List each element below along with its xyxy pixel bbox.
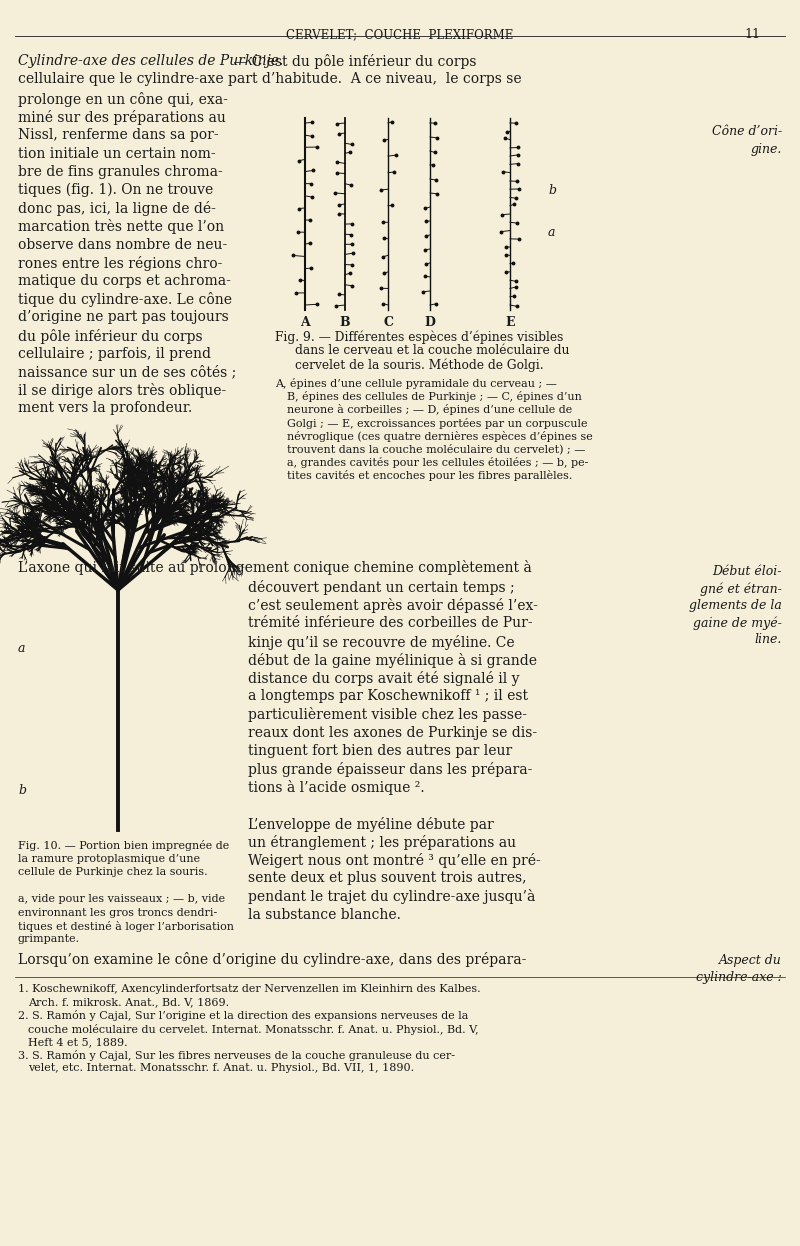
Text: a: a [548,226,555,238]
Text: B, épines des cellules de Purkinje ; — C, épines d’un: B, épines des cellules de Purkinje ; — C… [287,391,582,402]
Text: D: D [425,316,435,329]
Text: observe dans nombre de neu-: observe dans nombre de neu- [18,238,227,252]
Text: un étranglement ; les préparations au: un étranglement ; les préparations au [248,835,516,850]
Text: prolonge en un cône qui, exa-: prolonge en un cône qui, exa- [18,92,228,107]
Text: découvert pendant un certain temps ;: découvert pendant un certain temps ; [248,579,514,596]
Text: kinje qu’il se recouvre de myéline. Ce: kinje qu’il se recouvre de myéline. Ce [248,634,514,649]
Text: cellule de Purkinje chez la souris.: cellule de Purkinje chez la souris. [18,867,208,877]
Text: Cône d’ori-: Cône d’ori- [712,125,782,138]
Text: A: A [300,316,310,329]
Text: Fig. 9. — Différentes espèces d’épines visibles: Fig. 9. — Différentes espèces d’épines v… [275,330,563,344]
Text: dans le cerveau et la couche moléculaire du: dans le cerveau et la couche moléculaire… [295,344,570,358]
Text: bre de fins granules chroma-: bre de fins granules chroma- [18,164,222,178]
Text: 1. Koschewnikoff, Axencylinderfortsatz der Nervenzellen im Kleinhirn des Kalbes.: 1. Koschewnikoff, Axencylinderfortsatz d… [18,984,481,994]
Text: distance du corps avait été signalé il y: distance du corps avait été signalé il y [248,672,519,687]
Text: du pôle inférieur du corps: du pôle inférieur du corps [18,329,202,344]
Text: tiques et destiné à loger l’arborisation: tiques et destiné à loger l’arborisation [18,921,234,932]
Text: trouvent dans la couche moléculaire du cervelet) ; —: trouvent dans la couche moléculaire du c… [287,444,586,455]
Text: cylindre-axe :: cylindre-axe : [696,971,782,984]
Text: Heft 4 et 5, 1889.: Heft 4 et 5, 1889. [28,1037,128,1047]
Text: b: b [18,784,26,796]
Text: tique du cylindre-axe. Le cône: tique du cylindre-axe. Le cône [18,293,232,308]
Text: L’axone qui fait suite au prolongement conique chemine complètement à: L’axone qui fait suite au prolongement c… [18,559,532,574]
Text: pendant le trajet du cylindre-axe jusqu’à: pendant le trajet du cylindre-axe jusqu’… [248,890,535,905]
Text: miné sur des préparations au: miné sur des préparations au [18,110,226,125]
Text: reaux dont les axones de Purkinje se dis-: reaux dont les axones de Purkinje se dis… [248,725,537,740]
Text: a longtemps par Koschewnikoff ¹ ; il est: a longtemps par Koschewnikoff ¹ ; il est [248,689,528,703]
Text: line.: line. [754,633,782,645]
Text: environnant les gros troncs dendri-: environnant les gros troncs dendri- [18,907,218,917]
Text: donc pas, ici, la ligne de dé-: donc pas, ici, la ligne de dé- [18,201,216,217]
Text: gné et étran-: gné et étran- [700,582,782,596]
Text: Lorsqu’on examine le cône d’origine du cylindre-axe, dans des prépara-: Lorsqu’on examine le cône d’origine du c… [18,952,526,967]
Text: ment vers la profondeur.: ment vers la profondeur. [18,401,192,415]
Text: a: a [18,642,26,654]
Text: tites cavités et encoches pour les fibres parallèles.: tites cavités et encoches pour les fibre… [287,471,572,481]
Text: d’origine ne part pas toujours: d’origine ne part pas toujours [18,310,229,324]
Text: gaine de myé-: gaine de myé- [693,616,782,629]
Text: — C’est du pôle inférieur du corps: — C’est du pôle inférieur du corps [229,54,477,69]
Text: a, grandes cavités pour les cellules étoilées ; — b, pe-: a, grandes cavités pour les cellules éto… [287,457,588,468]
Text: début de la gaine myélinique à si grande: début de la gaine myélinique à si grande [248,653,537,668]
Text: Nissl, renferme dans sa por-: Nissl, renferme dans sa por- [18,128,218,142]
Text: grimpante.: grimpante. [18,934,80,944]
Text: cellulaire ; parfois, il prend: cellulaire ; parfois, il prend [18,346,211,361]
Text: sente deux et plus souvent trois autres,: sente deux et plus souvent trois autres, [248,871,526,885]
Text: Cylindre-axe des cellules de Purkinje.: Cylindre-axe des cellules de Purkinje. [18,54,283,69]
Text: Arch. f. mikrosk. Anat., Bd. V, 1869.: Arch. f. mikrosk. Anat., Bd. V, 1869. [28,997,229,1007]
Text: gine.: gine. [750,143,782,156]
Text: naissance sur un de ses côtés ;: naissance sur un de ses côtés ; [18,365,236,379]
Text: B: B [340,316,350,329]
Text: tinguent fort bien des autres par leur: tinguent fort bien des autres par leur [248,744,512,758]
Text: la substance blanche.: la substance blanche. [248,907,401,922]
Text: 11: 11 [744,27,760,41]
Text: la ramure protoplasmique d’une: la ramure protoplasmique d’une [18,854,200,863]
Text: tions à l’acide osmique ².: tions à l’acide osmique ². [248,780,425,795]
Text: couche moléculaire du cervelet. Internat. Monatsschr. f. Anat. u. Physiol., Bd. : couche moléculaire du cervelet. Internat… [28,1024,478,1034]
Text: Fig. 10. — Portion bien impregnée de: Fig. 10. — Portion bien impregnée de [18,840,230,851]
Text: particulièrement visible chez les passe-: particulièrement visible chez les passe- [248,708,527,723]
Text: velet, etc. Internat. Monatsschr. f. Anat. u. Physiol., Bd. VII, 1, 1890.: velet, etc. Internat. Monatsschr. f. Ana… [28,1063,414,1073]
Text: Aspect du: Aspect du [719,954,782,967]
Text: cellulaire que le cylindre-axe part d’habitude.  A ce niveau,  le corps se: cellulaire que le cylindre-axe part d’ha… [18,72,522,86]
Text: marcation très nette que l’on: marcation très nette que l’on [18,219,224,234]
Text: Weigert nous ont montré ³ qu’elle en pré-: Weigert nous ont montré ³ qu’elle en pré… [248,854,541,868]
Text: C: C [383,316,393,329]
Text: Début éloi-: Début éloi- [713,564,782,578]
Text: tiques (fig. 1). On ne trouve: tiques (fig. 1). On ne trouve [18,183,214,197]
Text: neurone à corbeilles ; — D, épines d’une cellule de: neurone à corbeilles ; — D, épines d’une… [287,405,572,415]
Text: E: E [506,316,514,329]
Text: tion initiale un certain nom-: tion initiale un certain nom- [18,147,216,161]
Text: A, épines d’une cellule pyramidale du cerveau ; —: A, épines d’une cellule pyramidale du ce… [275,378,557,389]
Text: a, vide pour les vaisseaux ; — b, vide: a, vide pour les vaisseaux ; — b, vide [18,893,225,905]
Text: 2. S. Ramón y Cajal, Sur l’origine et la direction des expansions nerveuses de l: 2. S. Ramón y Cajal, Sur l’origine et la… [18,1011,468,1022]
Text: trémité inférieure des corbeilles de Pur-: trémité inférieure des corbeilles de Pur… [248,617,533,630]
Text: c’est seulement après avoir dépassé l’ex-: c’est seulement après avoir dépassé l’ex… [248,598,538,613]
Text: plus grande épaisseur dans les prépara-: plus grande épaisseur dans les prépara- [248,763,532,778]
Text: b: b [548,183,556,197]
Text: glements de la: glements de la [689,599,782,612]
Text: CERVELET;  COUCHE  PLEXIFORME: CERVELET; COUCHE PLEXIFORME [286,27,514,41]
Text: cervelet de la souris. Méthode de Golgi.: cervelet de la souris. Méthode de Golgi. [295,359,544,373]
Text: rones entre les régions chro-: rones entre les régions chro- [18,255,222,270]
Text: 3. S. Ramón y Cajal, Sur les fibres nerveuses de la couche granuleuse du cer-: 3. S. Ramón y Cajal, Sur les fibres nerv… [18,1050,455,1062]
Text: matique du corps et achroma-: matique du corps et achroma- [18,274,231,288]
Text: névroglique (ces quatre dernières espèces d’épines se: névroglique (ces quatre dernières espèce… [287,431,593,442]
Text: Golgi ; — E, excroissances portées par un corpuscule: Golgi ; — E, excroissances portées par u… [287,417,587,429]
Text: il se dirige alors très oblique-: il se dirige alors très oblique- [18,384,226,399]
Text: L’enveloppe de myéline débute par: L’enveloppe de myéline débute par [248,816,494,831]
